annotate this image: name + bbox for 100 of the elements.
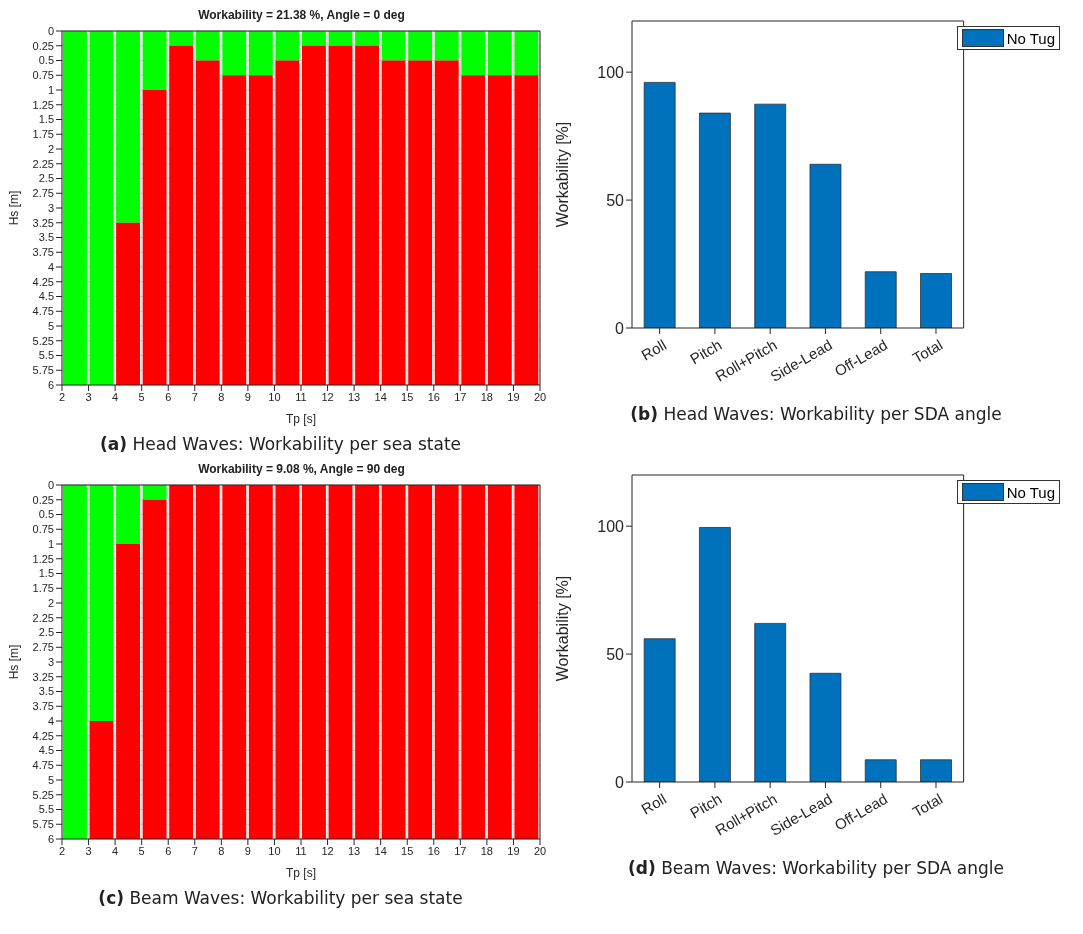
bar	[195, 31, 220, 61]
y-tick-label: 1	[47, 537, 54, 550]
y-tick-label: 1.5	[38, 113, 54, 126]
bar	[302, 485, 326, 839]
bar	[142, 31, 167, 90]
x-tick-label: 8	[218, 844, 225, 857]
x-tick-label: 11	[295, 390, 307, 403]
y-tick-label: 3.5	[38, 231, 54, 244]
x-tick-label: 20	[533, 390, 547, 403]
bar	[222, 485, 247, 839]
bar	[116, 485, 141, 544]
bar	[169, 31, 194, 46]
y-tick-label: 0.25	[32, 39, 54, 52]
y-tick-label: 0	[615, 773, 625, 791]
bar	[487, 75, 512, 385]
bar	[248, 485, 273, 839]
y-axis-title: Hs [m]	[7, 190, 22, 226]
bar	[408, 485, 433, 839]
y-tick-label: 0.5	[38, 508, 54, 521]
y-tick-label: 5.75	[32, 818, 54, 831]
y-tick-label: 100	[597, 63, 625, 81]
y-tick-label: 1.25	[32, 98, 54, 111]
bar	[355, 45, 380, 385]
y-tick-label: 4	[47, 714, 54, 727]
y-tick-label: 0	[47, 478, 54, 491]
y-tick-label: 0.25	[32, 493, 54, 506]
y-tick-label: 4	[47, 260, 54, 273]
y-tick-label: 2.75	[32, 187, 54, 200]
bar	[487, 31, 512, 76]
bar	[302, 31, 326, 46]
x-tick-label: 19	[507, 390, 520, 403]
y-tick-label: 2.25	[32, 157, 54, 170]
chart-title: Workability = 21.38 %, Angle = 0 deg	[197, 8, 406, 22]
bar	[275, 485, 300, 839]
x-tick-label: 16	[427, 844, 440, 857]
x-tick-label: 3	[85, 844, 92, 857]
x-tick-label: 11	[295, 844, 307, 857]
y-tick-label: 2.75	[32, 641, 54, 654]
y-tick-label: 0.75	[32, 69, 54, 82]
bar	[461, 485, 486, 839]
bar	[434, 485, 459, 839]
bar	[142, 499, 167, 839]
y-tick-label: 5	[47, 773, 54, 786]
bar	[514, 31, 539, 76]
x-tick-label: Roll	[638, 335, 670, 364]
x-tick-label: 2	[58, 390, 66, 403]
bar	[381, 31, 406, 61]
y-tick-label: 3.5	[38, 685, 54, 698]
y-tick-label: 3.75	[32, 246, 54, 259]
x-tick-label: 13	[347, 390, 361, 403]
bar	[328, 485, 353, 839]
legend-label: No Tug	[1006, 483, 1055, 501]
y-tick-label: 50	[606, 191, 625, 209]
bar	[461, 75, 486, 385]
bar	[222, 31, 247, 76]
bar	[89, 721, 114, 839]
y-tick-label: 50	[606, 645, 625, 663]
x-tick-label: 4	[112, 844, 119, 857]
y-axis-title: Workability [%]	[553, 575, 571, 682]
x-tick-label: 15	[401, 390, 414, 403]
bar	[222, 75, 247, 385]
y-tick-label: 4.25	[32, 275, 54, 288]
legend-label: No Tug	[1006, 29, 1055, 47]
y-tick-label: 3	[47, 201, 54, 214]
y-tick-label: 4.5	[38, 744, 54, 757]
x-tick-label: 6	[165, 390, 172, 403]
x-tick-label: 9	[244, 390, 251, 403]
bar	[142, 485, 167, 500]
x-axis-title: Tp [s]	[285, 412, 317, 426]
bar	[116, 31, 141, 223]
y-tick-label: 0.75	[32, 523, 54, 536]
x-tick-label: 10	[268, 390, 281, 403]
x-tick-label: 17	[454, 390, 467, 403]
bar	[487, 485, 512, 839]
bar	[514, 75, 539, 385]
x-tick-label: 2	[58, 844, 66, 857]
y-tick-label: 4.5	[38, 290, 54, 303]
y-tick-label: 1.75	[32, 128, 54, 141]
y-tick-label: 1.75	[32, 582, 54, 595]
bar	[355, 485, 380, 839]
bar	[142, 90, 167, 385]
bar	[116, 222, 141, 385]
bar	[275, 31, 300, 61]
y-tick-label: 5.25	[32, 788, 54, 801]
bar	[169, 45, 194, 385]
y-tick-label: 5	[47, 319, 54, 332]
y-tick-label: 5.25	[32, 334, 54, 347]
bar	[434, 31, 459, 61]
chart-title: Workability = 9.08 %, Angle = 90 deg	[197, 462, 406, 476]
bar	[275, 60, 300, 385]
y-tick-label: 5.5	[38, 803, 54, 816]
y-tick-label: 2.5	[38, 172, 54, 185]
x-tick-label: 5	[138, 390, 145, 403]
y-tick-label: 4.75	[32, 305, 54, 318]
bar	[461, 31, 486, 76]
text: (b) Head Waves: Workability per SDA angle	[629, 404, 1003, 424]
y-tick-label: 2.25	[32, 611, 54, 624]
x-tick-label: 18	[480, 844, 494, 857]
x-tick-label: 7	[191, 390, 198, 403]
x-tick-label: 17	[454, 844, 467, 857]
